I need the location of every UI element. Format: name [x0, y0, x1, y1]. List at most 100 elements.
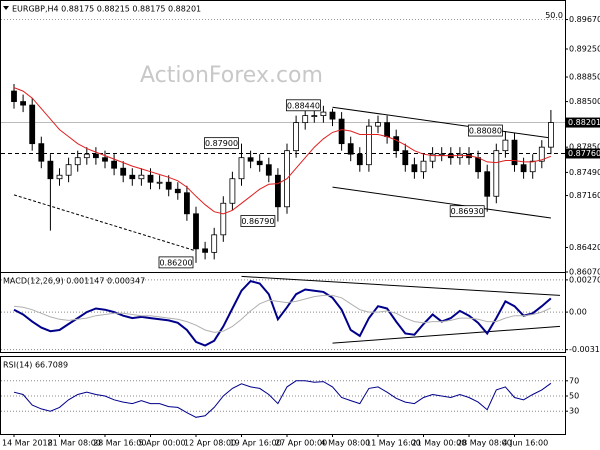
candle-body	[384, 122, 391, 138]
candle-body	[11, 90, 17, 102]
candle-body	[475, 157, 482, 173]
candle-body	[129, 174, 136, 180]
annotation-box	[204, 137, 239, 150]
annotation-label: 0.86930	[451, 207, 484, 216]
y-tick-label: 0.89670	[569, 15, 600, 24]
candle-body	[220, 202, 227, 236]
annotation-label: 0.86200	[159, 258, 192, 267]
candle-body	[156, 181, 163, 184]
y-tick-label: -0.003155	[569, 345, 600, 354]
candle-body	[265, 164, 272, 176]
y-tick-label: 0.88850	[569, 73, 600, 82]
candle-body	[347, 143, 354, 155]
series-line	[13, 380, 552, 418]
candle-body	[138, 174, 145, 180]
candle-body	[193, 213, 199, 250]
watermark: ActionForex.com	[140, 63, 323, 88]
panel-title: MACD(12,26,9) 0.001147 0.000347	[3, 277, 145, 286]
candle-body	[502, 139, 509, 152]
candle-body	[238, 157, 245, 180]
candle-body	[356, 153, 363, 166]
candle-body	[202, 248, 209, 253]
x-tick-label: 4 May 08:00	[321, 439, 371, 448]
candle-body	[493, 150, 500, 197]
candle-body	[375, 122, 381, 127]
y-tick-label: 50	[569, 392, 579, 401]
candle-body	[174, 188, 181, 194]
y-tick-label: 0.87490	[569, 168, 600, 177]
y-tick-label: 0.87160	[569, 191, 600, 200]
candle-body	[311, 115, 318, 118]
level-label-bg	[565, 148, 600, 159]
trendline	[332, 106, 551, 139]
annotation-label: 0.88440	[287, 101, 320, 110]
candle-body	[411, 164, 418, 173]
trendline	[332, 325, 561, 344]
x-tick-label: 5 Apr 00:00	[139, 439, 186, 448]
candle-body	[65, 164, 72, 176]
x-tick-label: 28 May 08:00	[457, 439, 512, 448]
candle-body	[429, 153, 436, 162]
x-tick-label: 27 Apr 00:00	[275, 439, 327, 448]
candle-body	[365, 125, 372, 166]
candle-body	[438, 153, 445, 156]
trendline	[241, 275, 561, 296]
candle-body	[102, 157, 108, 162]
annotation-box	[240, 215, 276, 227]
candle-body	[83, 153, 90, 159]
panel-title: RSI(14) 66.7089	[3, 361, 68, 370]
annotation-box	[467, 124, 503, 137]
level-label: 0.88201	[568, 118, 600, 127]
y-tick-label: 0.88500	[569, 97, 600, 106]
candle-body	[20, 101, 27, 106]
candle-body	[256, 160, 263, 166]
candle-body	[548, 122, 554, 148]
y-tick-label: 70	[569, 376, 579, 385]
annotation-label: 0.88080	[469, 127, 502, 136]
candle-body	[329, 111, 336, 120]
candle-body	[111, 160, 117, 169]
candle-body	[229, 178, 236, 204]
x-tick-label: 21 Mar 08:00	[48, 439, 101, 448]
panel-title: EURGBP,H4 0.88175 0.88215 0.88175 0.8820…	[12, 5, 201, 14]
trendline	[332, 186, 551, 219]
annotation-box	[449, 205, 485, 218]
y-tick-label: 0.00	[569, 308, 587, 317]
candle-body	[147, 174, 154, 183]
candle-body	[420, 160, 427, 173]
candle-body	[302, 115, 309, 124]
series-line	[13, 294, 552, 333]
x-tick-label: 11 May 16:00	[366, 439, 421, 448]
level-label-bg	[565, 117, 600, 128]
candle-body	[293, 122, 300, 152]
y-tick-label: 0.89250	[569, 44, 600, 53]
annotation-label: 0.86790	[241, 217, 274, 226]
candle-body	[38, 143, 45, 162]
candle-body	[165, 181, 172, 190]
annotation-box	[158, 256, 194, 269]
candle-body	[93, 153, 99, 159]
y-tick-label: 30	[569, 407, 579, 416]
symbol-icon	[3, 6, 9, 10]
x-tick-label: 19 Apr 16:00	[230, 439, 282, 448]
candle-body	[538, 146, 545, 162]
y-tick-label: 0.86420	[569, 243, 600, 252]
candle-body	[484, 171, 491, 197]
annotation-label: 0.87900	[205, 139, 238, 148]
candle-body	[183, 192, 190, 215]
candle-body	[74, 157, 81, 166]
y-tick-label: 0.002706	[569, 275, 600, 284]
candle-body	[274, 174, 281, 208]
candle-body	[320, 111, 327, 117]
annotation-box	[285, 99, 321, 112]
candle-body	[120, 167, 127, 176]
series-line	[13, 279, 552, 347]
candle-body	[511, 139, 518, 166]
x-tick-label: 28 Mar 16:00	[93, 439, 146, 448]
level-label: 0.87760	[568, 149, 600, 158]
fib-label: 50.0	[545, 11, 563, 20]
candle-body	[393, 136, 400, 152]
candle-body	[56, 174, 63, 180]
candle-body	[29, 104, 36, 145]
